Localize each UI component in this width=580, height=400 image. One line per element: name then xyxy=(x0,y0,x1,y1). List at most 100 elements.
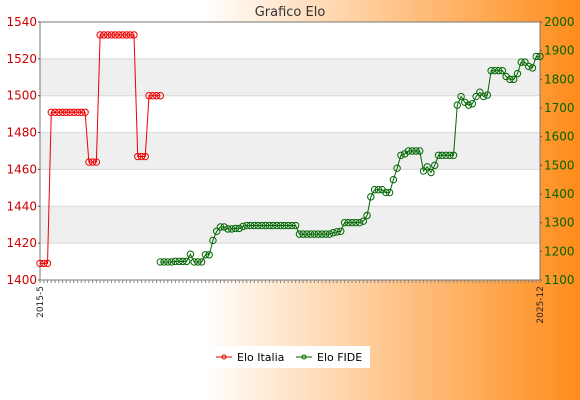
legend-marker-elo-italia xyxy=(221,354,227,360)
point-elo-fide xyxy=(457,92,465,101)
point-elo-fide xyxy=(284,221,292,230)
point-elo-fide xyxy=(243,221,251,230)
legend-box xyxy=(210,346,370,368)
point-elo-italia xyxy=(70,108,78,117)
legend-label-elo-fide: Elo FIDE xyxy=(317,351,362,364)
point-elo-fide xyxy=(367,193,375,201)
point-elo-italia xyxy=(96,31,104,39)
point-elo-fide xyxy=(273,221,281,230)
point-elo-fide xyxy=(532,52,540,61)
point-elo-italia xyxy=(126,31,134,39)
y-right-tick-label: 1100 xyxy=(544,273,575,287)
point-elo-fide xyxy=(479,92,488,101)
point-elo-fide xyxy=(224,225,232,233)
point-elo-fide xyxy=(415,147,424,155)
point-elo-fide xyxy=(408,147,416,155)
point-elo-fide xyxy=(340,218,349,227)
grid-band xyxy=(40,58,540,96)
point-elo-italia xyxy=(85,158,93,166)
point-elo-fide xyxy=(212,227,221,235)
y-right-tick-label: 1800 xyxy=(544,72,575,86)
x-axis: 2015-5 2025-12 xyxy=(36,280,546,324)
point-elo-fide xyxy=(412,147,420,155)
point-elo-italia xyxy=(122,31,131,39)
point-elo-italia xyxy=(36,259,44,268)
grid-lines xyxy=(40,21,540,281)
point-elo-fide xyxy=(404,147,413,155)
point-elo-italia xyxy=(55,108,63,117)
point-elo-italia xyxy=(134,152,142,161)
point-elo-fide xyxy=(344,218,352,227)
point-elo-fide xyxy=(205,251,213,259)
point-elo-fide xyxy=(186,250,195,258)
y-left-tick-label: 1440 xyxy=(6,199,37,213)
point-elo-fide xyxy=(333,228,341,236)
y-right-tick-label: 1600 xyxy=(544,130,575,144)
point-elo-fide xyxy=(374,186,383,194)
point-elo-fide xyxy=(423,163,431,171)
point-elo-fide xyxy=(220,223,228,231)
point-elo-fide xyxy=(303,230,311,238)
point-elo-fide xyxy=(258,221,266,230)
y-right-tick-label: 2000 xyxy=(544,15,575,29)
point-elo-fide xyxy=(261,221,270,230)
point-elo-fide xyxy=(325,230,334,238)
point-elo-italia xyxy=(47,108,55,117)
x-tick-label: 2025-12 xyxy=(536,286,546,324)
point-elo-fide xyxy=(536,52,544,61)
point-elo-italia xyxy=(130,31,138,39)
point-elo-fide xyxy=(525,62,533,71)
point-elo-fide xyxy=(201,251,210,259)
point-elo-fide xyxy=(509,75,518,84)
point-elo-fide xyxy=(314,230,322,238)
point-elo-fide xyxy=(363,211,371,220)
point-elo-fide xyxy=(476,88,484,96)
point-elo-fide xyxy=(265,221,274,230)
point-elo-fide xyxy=(156,258,165,266)
point-elo-fide xyxy=(453,101,461,109)
point-elo-fide xyxy=(164,258,172,266)
point-elo-fide xyxy=(434,151,443,160)
point-elo-fide xyxy=(464,101,473,109)
point-elo-fide xyxy=(382,188,390,197)
point-elo-fide xyxy=(269,221,277,230)
point-elo-fide xyxy=(254,221,262,230)
point-elo-fide xyxy=(190,258,198,266)
point-elo-fide xyxy=(442,151,450,160)
point-elo-fide xyxy=(209,236,217,245)
x-tick-label: 2015-5 xyxy=(36,286,46,318)
point-elo-fide xyxy=(167,258,176,266)
legend-label-elo-italia: Elo Italia xyxy=(237,351,284,364)
point-elo-fide xyxy=(337,227,345,235)
series-elo-italia xyxy=(36,31,165,268)
point-elo-italia xyxy=(73,108,82,117)
point-elo-fide xyxy=(216,223,225,231)
point-elo-fide xyxy=(246,221,255,230)
point-elo-fide xyxy=(179,257,187,266)
point-elo-fide xyxy=(295,230,304,238)
point-elo-fide xyxy=(235,224,243,233)
y-left-tick-label: 1480 xyxy=(6,126,37,140)
legend-marker-elo-fide xyxy=(301,354,307,360)
line-elo-italia xyxy=(40,34,161,264)
y-left-tick-label: 1540 xyxy=(6,15,37,29)
point-elo-fide xyxy=(397,151,405,160)
point-elo-fide xyxy=(498,67,507,75)
point-elo-italia xyxy=(40,259,48,268)
point-elo-fide xyxy=(487,67,495,75)
point-elo-fide xyxy=(389,175,398,184)
point-elo-fide xyxy=(299,230,307,238)
point-elo-italia xyxy=(62,108,71,117)
point-elo-italia xyxy=(115,31,123,39)
point-elo-fide xyxy=(419,167,428,175)
plot-frame xyxy=(39,21,541,281)
point-elo-fide xyxy=(310,230,319,238)
y-left-tick-label: 1520 xyxy=(6,52,37,66)
point-elo-fide xyxy=(513,69,522,78)
point-elo-fide xyxy=(491,67,499,75)
point-elo-fide xyxy=(291,221,300,230)
y-left-tick-label: 1460 xyxy=(6,162,37,176)
point-elo-fide xyxy=(483,91,492,99)
point-elo-fide xyxy=(370,186,379,194)
y-right-tick-label: 1400 xyxy=(544,187,575,201)
